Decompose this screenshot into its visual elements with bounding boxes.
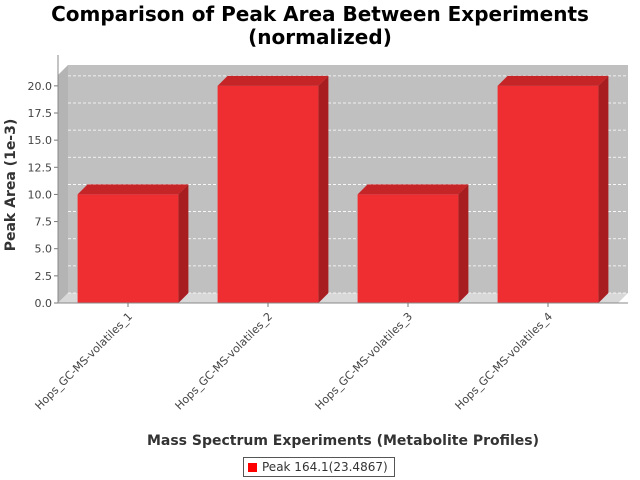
chart-title-line-1: Comparison of Peak Area Between Experime… xyxy=(51,2,589,26)
bar-side xyxy=(318,75,329,303)
y-tick-label: 12.5 xyxy=(28,161,53,174)
x-axis-label: Mass Spectrum Experiments (Metabolite Pr… xyxy=(147,433,539,449)
y-tick-label: 15.0 xyxy=(28,134,53,147)
x-tick-label: Hops_GC-MS-volatiles_2 xyxy=(173,310,276,413)
bar-top xyxy=(77,184,189,195)
x-tick-label: Hops_GC-MS-volatiles_3 xyxy=(313,310,416,413)
y-axis-label: Peak Area (1e-3) xyxy=(3,119,19,252)
plot-back-wall xyxy=(68,65,628,293)
y-tick-label: 2.5 xyxy=(35,270,53,283)
legend-swatch xyxy=(248,462,257,472)
x-tick-label: Hops_GC-MS-volatiles_4 xyxy=(453,310,556,413)
bars xyxy=(77,75,609,303)
plot-area xyxy=(58,65,628,303)
bar xyxy=(357,194,459,303)
y-tick-label: 17.5 xyxy=(28,107,53,120)
y-tick-label: 7.5 xyxy=(35,216,53,229)
bar-top xyxy=(497,75,609,86)
plot-floor xyxy=(58,293,628,303)
bar-top xyxy=(217,75,329,86)
y-tick-label: 20.0 xyxy=(28,80,53,93)
bar xyxy=(77,194,179,303)
legend-label: Peak 164.1(23.4867) xyxy=(262,460,388,474)
chart-title-line-2: (normalized) xyxy=(248,25,392,49)
y-tick-label: 0.0 xyxy=(35,297,53,310)
bar-top xyxy=(357,184,469,195)
bar-side xyxy=(178,184,189,303)
bar-side xyxy=(598,75,609,303)
plot-side-wall xyxy=(58,65,68,303)
x-tick-label: Hops_GC-MS-volatiles_1 xyxy=(33,310,136,413)
y-tick-label: 5.0 xyxy=(35,243,53,256)
bar-side xyxy=(458,184,469,303)
y-tick-label: 10.0 xyxy=(28,188,53,201)
legend: Peak 164.1(23.4867) xyxy=(243,457,395,477)
bar xyxy=(217,85,319,303)
bar xyxy=(497,85,599,303)
